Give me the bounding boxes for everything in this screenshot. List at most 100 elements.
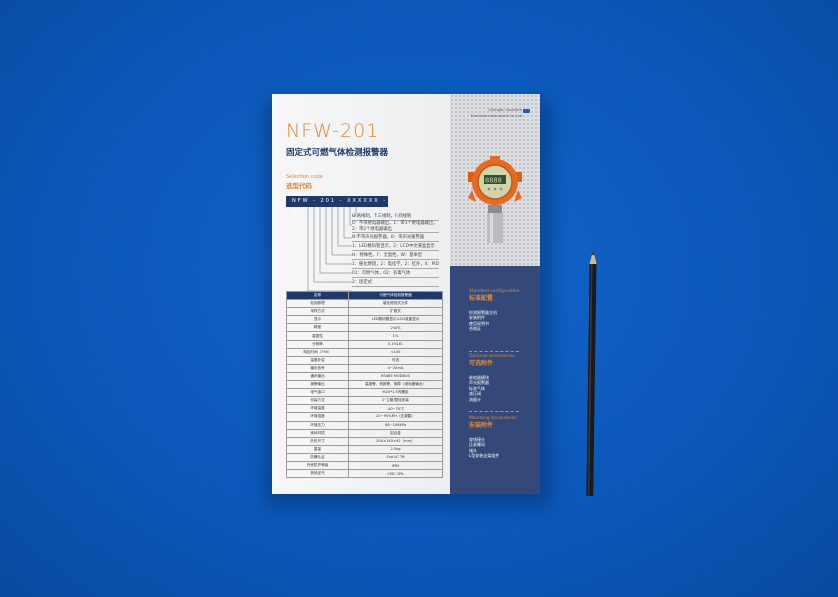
spec-value: LED数码管显示/LCD液晶显示 xyxy=(348,315,443,325)
spec-name: 壳体材质 xyxy=(286,428,349,438)
spec-value: 高报警、低报警、故障（继电器输出） xyxy=(348,380,443,390)
accessory-item: 继电器模块 xyxy=(469,374,489,380)
accessory-item: 堵头 xyxy=(469,447,477,453)
spec-value: <15S xyxy=(348,347,443,357)
spec-value: 0.1%LEL xyxy=(348,339,443,349)
section-title-cn: 安装附件 xyxy=(469,421,494,429)
accessory-item: 标准气体 xyxy=(469,385,485,391)
code-option: 1：LED数码管显示，2：LCD中文液晶显示 xyxy=(352,242,439,251)
spec-value: 86~106kPa xyxy=(348,420,443,430)
spec-name: 外形尺寸 xyxy=(286,436,349,446)
accessory-item: 穿线接头 xyxy=(469,436,485,442)
left-panel: NFW-201 固定式可燃气体检测报警器 Selection code 选型代码… xyxy=(272,94,450,494)
code-option: 2：固定式 xyxy=(352,278,439,287)
spec-name: 温度补偿 xyxy=(286,355,349,365)
spec-row: 温度补偿 可选 xyxy=(286,355,443,365)
spec-name: 通讯输出 xyxy=(286,371,349,382)
spec-value: Exd IIC T6 xyxy=(348,452,443,462)
spec-value: 1% xyxy=(348,331,443,341)
spec-value: IP65 xyxy=(348,460,443,471)
spec-value: 200×140×92（mm） xyxy=(348,436,443,446)
spec-row: 检测原理 催化燃烧式元件 xyxy=(286,299,443,309)
spec-value: 4~20mA xyxy=(348,363,443,373)
divider xyxy=(469,411,519,412)
pencil xyxy=(586,250,597,497)
spec-row: 采样方式 扩散式 xyxy=(286,307,443,317)
spec-row: 环境温度 -40~70℃ xyxy=(286,404,443,414)
spec-name: 检测原理 xyxy=(286,299,349,309)
spec-row: 响应时间（T90） <15S xyxy=(286,347,443,357)
spec-name: 采样方式 xyxy=(286,307,349,317)
spec-name: 环境温度 xyxy=(286,404,349,414)
model-code-bar: NFW - 201 - XXXXXX -气体 xyxy=(286,196,388,215)
section-title-cn: 标准配置 xyxy=(469,294,494,302)
spec-name: 电气接口 xyxy=(286,388,349,398)
accessories-panel: Standard configuration 标准配置 检测报警器主机 安装附件 使用说… xyxy=(450,266,540,494)
accessory-section: Standard configuration 标准配置 检测报警器主机 安装附件 使用说… xyxy=(469,289,520,332)
code-option: 01：可燃气体，02：有毒气体 xyxy=(352,269,439,278)
code-option: H：特殊性，F：全面性，W：基本型 xyxy=(352,251,439,260)
code-option: 0：不带继电器输出，1：带1个继电器输出， xyxy=(352,221,438,226)
code-option: 2：带2个继电器输出 xyxy=(352,227,439,233)
spec-name: 环境压力 xyxy=(286,420,349,430)
section-title-en: Mounting accessories xyxy=(469,416,517,421)
spec-value: 2.5kg xyxy=(348,444,443,454)
spec-name: 显示 xyxy=(286,315,349,325)
spec-row: 其他证书 CMC CPA xyxy=(286,469,443,479)
spec-row: 报警输出 高报警、低报警、故障（继电器输出） xyxy=(286,380,443,390)
spec-value: 铝合金 xyxy=(348,428,443,438)
company-line: Electrical Instrument Co.,Ltd xyxy=(470,114,522,118)
spec-row: 外形尺寸 200×140×92（mm） xyxy=(286,436,443,446)
spec-row: 壳体材质 铝合金 xyxy=(286,428,443,438)
company-logo-icon xyxy=(523,109,530,113)
accessory-section: Optional accessories 可选附件继电器模块 声光报警器 标准气体 减压… xyxy=(469,354,514,403)
accessory-item: 检测报警器主机 xyxy=(469,309,497,315)
company-name: Chengdu Southern Electrical Instrument Co… xyxy=(471,107,522,119)
spec-value: 2"立管/壁挂安装 xyxy=(348,396,443,406)
brochure-page: NFW-201 固定式可燃气体检测报警器 Selection code 选型代码… xyxy=(272,94,540,494)
accessory-item: 流量计 xyxy=(469,396,481,402)
spec-row: 分辨率 0.1%LEL xyxy=(286,339,443,349)
spec-row: 显示 LED数码管显示/LCD液晶显示 xyxy=(286,315,443,325)
section-title-en: Standard configuration xyxy=(469,289,520,294)
right-panel: Chengdu Southern Electrical Instrument Co… xyxy=(450,94,540,494)
spec-value: M20*1.5内螺纹 xyxy=(348,388,443,398)
spec-header-name: 名称 xyxy=(286,290,349,301)
spec-row: 输出信号 4~20mA xyxy=(286,363,443,373)
spec-name: 精度 xyxy=(286,323,349,333)
spec-row: 外壳防护等级 IP65 xyxy=(286,460,443,471)
spec-row: 精度 2%FS xyxy=(286,323,443,333)
spec-name: 安装方式 xyxy=(286,396,349,406)
spec-name: 重复性 xyxy=(286,331,349,341)
spec-row: 重量 2.5kg xyxy=(286,444,443,454)
spec-row: 环境压力 86~106kPa xyxy=(286,420,443,430)
spec-row: 防爆认证 Exd IIC T6 xyxy=(286,452,443,462)
spec-name: 其他证书 xyxy=(286,469,349,479)
product-name: 固定式可燃气体检测报警器 xyxy=(286,148,389,158)
spec-name: 输出信号 xyxy=(286,363,349,373)
company-line: Chengdu Southern xyxy=(488,108,522,112)
section-title-cn: 可选附件 xyxy=(469,359,494,367)
accessory-item: 声光报警器 xyxy=(469,380,489,386)
selection-code-cn: 选型代码 xyxy=(286,182,312,190)
spec-name: 环境湿度 xyxy=(286,412,349,422)
spec-name: 重量 xyxy=(286,444,349,454)
svg-text:8888: 8888 xyxy=(485,177,502,185)
spec-header-value: 可燃气体检测报警器 xyxy=(348,290,443,301)
code-option: N:不带声光报警器，B：带声光报警器 xyxy=(352,233,439,242)
code-option: O:两线制，T:三线制，F:四线制 xyxy=(352,212,439,221)
dotted-panel: Chengdu Southern Electrical Instrument Co… xyxy=(450,94,540,266)
accessory-item: L型安装支架组件 xyxy=(469,453,500,459)
accessory-item: 减压阀 xyxy=(469,391,481,397)
spec-row: 环境湿度 20~95%RH（无凝露） xyxy=(286,412,443,422)
spec-row: 重复性 1% xyxy=(286,331,443,341)
section-title-en: Optional accessories xyxy=(469,354,515,359)
accessory-item: 合格证 xyxy=(469,326,481,332)
accessory-item: 压紧螺母 xyxy=(469,442,485,448)
spec-row: 安装方式 2"立管/壁挂安装 xyxy=(286,396,443,406)
spec-name: 报警输出 xyxy=(286,380,349,390)
code-options: O:两线制，T:三线制，F:四线制 0：不带继电器输出，1：带1个继电器输出， … xyxy=(352,212,439,287)
spec-name: 响应时间（T90） xyxy=(286,347,349,357)
spec-name: 防爆认证 xyxy=(286,452,349,462)
spec-name: 外壳防护等级 xyxy=(286,460,349,471)
